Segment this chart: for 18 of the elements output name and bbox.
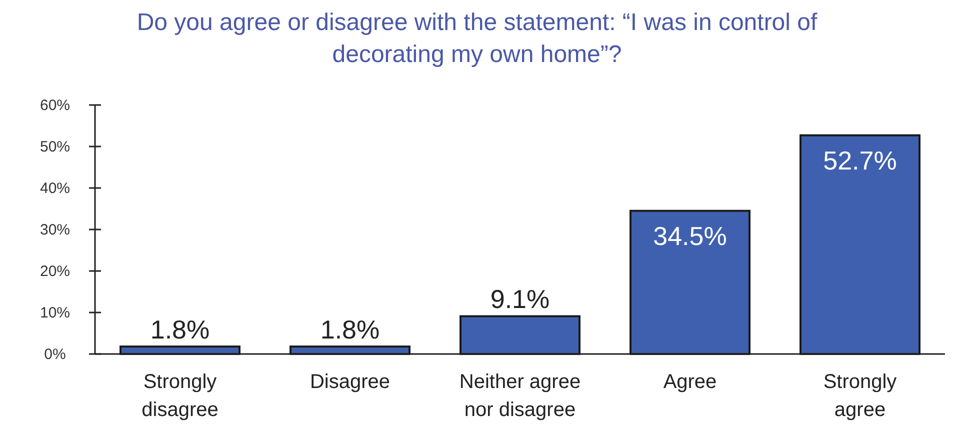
chart-title: Do you agree or disagree with the statement: “I was in control of decorating my own home”? — [136, 9, 818, 68]
data-label: 9.1% — [490, 284, 550, 314]
y-tick-label: 10% — [40, 304, 70, 322]
data-label: 1.8% — [150, 314, 210, 345]
y-tick-label: 50% — [40, 138, 70, 156]
y-tick-label: 40% — [40, 180, 70, 197]
x-tick-label: Neither agree nor disagree — [459, 371, 581, 421]
x-tick-label: Agree — [663, 371, 717, 393]
data-label: 52.7% — [823, 145, 897, 176]
y-tick-label: 20% — [40, 263, 70, 280]
x-tick-label: Strongly disagree — [142, 371, 218, 421]
data-label: 1.8% — [320, 314, 380, 345]
data-label: 34.5% — [653, 220, 727, 251]
y-tick-label: 30% — [40, 222, 70, 238]
y-tick-label: 0% — [44, 346, 66, 363]
y-tick-label: 60% — [40, 97, 70, 114]
x-tick-label: Disagree — [310, 371, 390, 393]
x-tick-label: Strongly agree — [823, 371, 897, 421]
